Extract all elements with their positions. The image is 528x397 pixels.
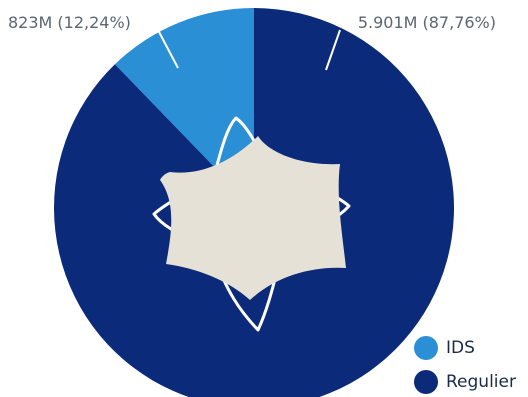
legend: IDS Regulier (414, 334, 516, 396)
legend-label-ids: IDS (446, 338, 475, 358)
legend-swatch-regulier (414, 370, 438, 394)
legend-item-regulier: Regulier (414, 368, 516, 396)
slice-label-ids: 823M (12,24%) (8, 13, 131, 32)
legend-label-regulier: Regulier (446, 372, 516, 392)
leader-line-regulier (325, 29, 341, 71)
slice-label-regulier: 5.901M (87,76%) (358, 13, 496, 32)
center-emblem-icon (152, 116, 351, 332)
leader-line-ids (157, 29, 179, 69)
slice-labels: 823M (12,24%) 5.901M (87,76%) (8, 13, 496, 32)
leader-lines (157, 29, 341, 71)
emblem-fill (160, 136, 346, 300)
legend-swatch-ids (414, 336, 438, 360)
legend-item-ids: IDS (414, 334, 516, 362)
